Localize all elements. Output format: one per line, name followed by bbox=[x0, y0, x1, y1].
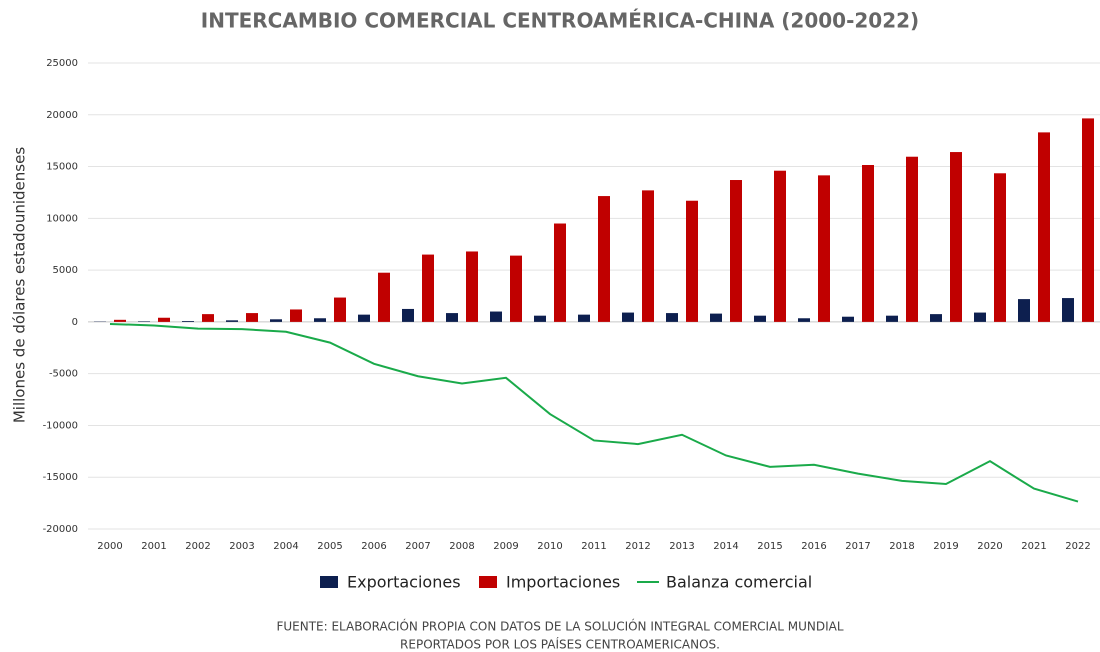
x-tick-label: 2006 bbox=[361, 541, 386, 552]
x-tick-label: 2022 bbox=[1065, 541, 1090, 552]
bar bbox=[246, 313, 258, 322]
x-tick-label: 2011 bbox=[581, 541, 606, 552]
bar bbox=[710, 313, 722, 322]
bar bbox=[950, 152, 962, 322]
bar bbox=[466, 251, 478, 322]
x-tick-label: 2012 bbox=[625, 541, 650, 552]
legend-swatch bbox=[320, 576, 338, 588]
x-tick-label: 2008 bbox=[449, 541, 474, 552]
bar bbox=[334, 297, 346, 322]
y-tick-label: 15000 bbox=[46, 162, 78, 173]
bar bbox=[862, 165, 874, 322]
bar bbox=[290, 309, 302, 322]
bar bbox=[886, 315, 898, 322]
bar bbox=[686, 200, 698, 322]
bar bbox=[994, 173, 1006, 322]
bar bbox=[774, 170, 786, 322]
chart-title: INTERCAMBIO COMERCIAL CENTROAMÉRICA-CHIN… bbox=[201, 9, 919, 33]
y-tick-label: -5000 bbox=[49, 369, 78, 380]
bar bbox=[270, 319, 282, 322]
x-tick-label: 2013 bbox=[669, 541, 694, 552]
bar bbox=[314, 318, 326, 322]
bar bbox=[754, 315, 766, 322]
y-tick-label: -20000 bbox=[43, 524, 78, 535]
bar bbox=[578, 314, 590, 322]
bar bbox=[598, 196, 610, 322]
x-tick-label: 2010 bbox=[537, 541, 562, 552]
y-tick-label: -10000 bbox=[43, 420, 78, 431]
bar bbox=[446, 313, 458, 322]
legend-label: Importaciones bbox=[506, 573, 620, 592]
bar bbox=[1018, 299, 1030, 322]
x-tick-label: 2002 bbox=[185, 541, 210, 552]
x-tick-label: 2014 bbox=[713, 541, 738, 552]
x-tick-label: 2019 bbox=[933, 541, 958, 552]
bar bbox=[1038, 132, 1050, 322]
bar bbox=[202, 314, 214, 322]
y-tick-label: 10000 bbox=[46, 213, 78, 224]
legend-swatch bbox=[479, 576, 497, 588]
x-tick-label: 2005 bbox=[317, 541, 342, 552]
bar bbox=[114, 319, 126, 322]
bar bbox=[818, 175, 830, 322]
bar bbox=[402, 308, 414, 322]
bar bbox=[1082, 118, 1094, 322]
source-note: FUENTE: ELABORACIÓN PROPIA CON DATOS DE … bbox=[276, 619, 843, 634]
bar bbox=[378, 272, 390, 322]
source-note: REPORTADOS POR LOS PAÍSES CENTROAMERICAN… bbox=[400, 637, 720, 652]
bar bbox=[842, 316, 854, 322]
line bbox=[109, 322, 1079, 503]
legend-label: Balanza comercial bbox=[666, 573, 812, 592]
bar bbox=[490, 311, 502, 322]
x-tick-label: 2007 bbox=[405, 541, 430, 552]
bar bbox=[554, 223, 566, 322]
bar bbox=[974, 312, 986, 322]
bar bbox=[182, 321, 194, 322]
x-tick-label: 2018 bbox=[889, 541, 914, 552]
bar bbox=[534, 315, 546, 322]
x-tick-label: 2009 bbox=[493, 541, 518, 552]
bar bbox=[158, 317, 170, 322]
x-tick-label: 2021 bbox=[1021, 541, 1046, 552]
x-tick-label: 2015 bbox=[757, 541, 782, 552]
y-tick-label: 0 bbox=[72, 317, 78, 328]
bar bbox=[358, 314, 370, 322]
bar bbox=[1062, 298, 1074, 322]
y-tick-label: 25000 bbox=[46, 58, 78, 69]
bar bbox=[422, 254, 434, 322]
bar bbox=[622, 312, 634, 322]
y-tick-label: 20000 bbox=[46, 110, 78, 121]
bar bbox=[138, 321, 150, 322]
x-tick-label: 2003 bbox=[229, 541, 254, 552]
bar bbox=[642, 190, 654, 322]
bar bbox=[906, 156, 918, 322]
x-tick-label: 2016 bbox=[801, 541, 826, 552]
bar bbox=[226, 320, 238, 322]
x-tick-label: 2004 bbox=[273, 541, 298, 552]
bar bbox=[510, 255, 522, 322]
x-tick-label: 2000 bbox=[97, 541, 122, 552]
x-tick-label: 2001 bbox=[141, 541, 166, 552]
bar bbox=[798, 318, 810, 322]
x-tick-label: 2020 bbox=[977, 541, 1002, 552]
y-tick-label: -15000 bbox=[43, 472, 78, 483]
y-tick-label: 5000 bbox=[53, 265, 78, 276]
bar bbox=[730, 180, 742, 322]
bar bbox=[930, 314, 942, 322]
x-tick-label: 2017 bbox=[845, 541, 870, 552]
y-axis-label: Millones de dólares estadounidenses bbox=[11, 147, 29, 423]
bar bbox=[666, 313, 678, 322]
legend-label: Exportaciones bbox=[347, 573, 461, 592]
